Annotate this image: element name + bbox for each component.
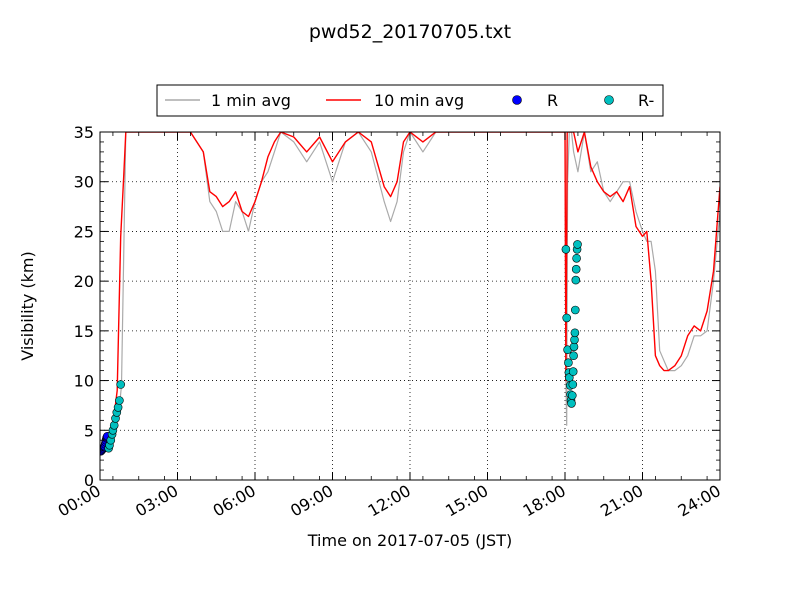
chart-title: pwd52_20170705.txt [309, 21, 511, 43]
legend: 1 min avg 10 min avg R R- [156, 84, 664, 117]
series-R-minus-point [570, 305, 580, 315]
series-R-minus-point [562, 313, 572, 323]
series-R-minus-point [561, 245, 571, 254]
series-R-minus-point [113, 403, 123, 412]
series-R-minus-point [571, 264, 581, 274]
y-tick-label: 5 [84, 421, 94, 440]
grid [100, 132, 720, 480]
plot-frame-fill [100, 132, 720, 480]
y-tick-label: 0 [84, 471, 94, 490]
plot-area: 00:00 03:00 06:00 09:00 12:00 15:00 18:00 21:00… [55, 123, 724, 521]
series-R-minus-point [567, 391, 577, 400]
series-R-minus-point [109, 420, 119, 430]
series-R-minus-point [568, 367, 578, 376]
legend-box [156, 84, 664, 117]
x-axis-label: Time on 2017-07-05 (JST) [307, 531, 512, 550]
y-tick-label: 15 [74, 322, 94, 341]
legend-label-R-minus: R- [638, 91, 654, 110]
y-tick-label: 20 [74, 272, 94, 291]
y-tick-label: 30 [74, 173, 94, 192]
series-layer [100, 132, 720, 456]
series-10min-avg-line [100, 132, 720, 449]
legend-marker-R [512, 95, 522, 105]
series-R-minus-point [571, 275, 581, 285]
series-R-minus-point [115, 396, 124, 405]
legend-label-10min: 10 min avg [374, 91, 464, 110]
y-tick-label: 25 [74, 222, 94, 241]
y-tick-label: 35 [74, 123, 94, 142]
series-R-minus-point [567, 399, 576, 408]
series-R-minus-point [572, 253, 581, 263]
series-R-minus-point [564, 358, 573, 368]
series-R-minus-point [568, 380, 578, 389]
legend-marker-R-minus [604, 95, 614, 105]
y-tick-label: 10 [74, 372, 94, 391]
series-R-minus-point [573, 240, 582, 249]
series-R-minus-point [569, 351, 578, 361]
plot-frame [99, 131, 721, 481]
series-R-minus-point [116, 380, 125, 389]
legend-label-1min: 1 min avg [211, 91, 291, 110]
legend-label-R: R [547, 91, 558, 110]
series-R-minus-point [570, 328, 580, 338]
y-axis-label: Visibility (km) [18, 251, 37, 360]
